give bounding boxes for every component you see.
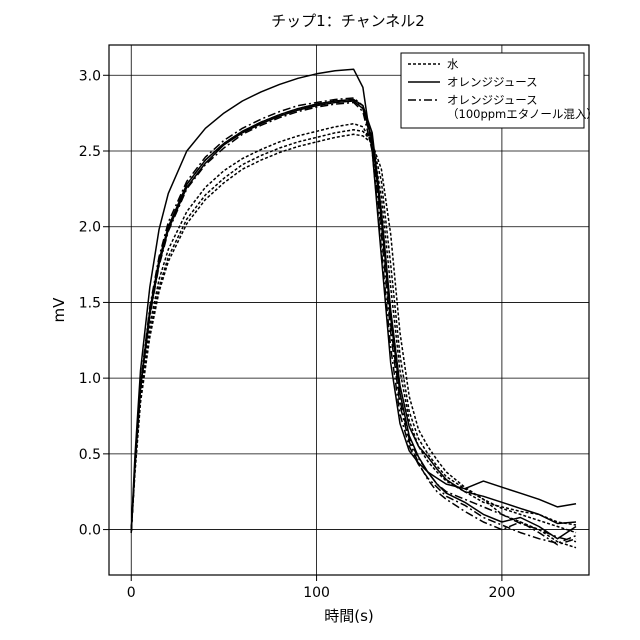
x-axis-label: 時間(s) — [324, 607, 374, 625]
series-layer — [131, 69, 576, 548]
series-1-run-1-line — [131, 124, 576, 533]
y-tick-label: 2.5 — [79, 144, 101, 160]
y-axis-label: mV — [50, 297, 68, 323]
series-3-run-1-line — [131, 98, 576, 542]
series-1-run-2-line — [131, 130, 576, 533]
series-3-run-2-line — [131, 100, 576, 545]
y-tick-label: 0.0 — [79, 523, 101, 539]
series-2-run-2-line — [131, 100, 576, 533]
y-tick-label: 1.0 — [79, 371, 101, 387]
x-tick-label: 100 — [303, 585, 330, 601]
legend-label-1: 水 — [447, 57, 459, 71]
series-2-run-3-line — [131, 101, 576, 539]
y-tick-label: 2.0 — [79, 220, 101, 236]
series-2-run-1-line — [131, 69, 576, 532]
y-tick-label: 3.0 — [79, 68, 101, 84]
chart-title: チップ1：チャンネル2 — [271, 12, 425, 30]
series-1 — [131, 124, 576, 548]
series-3 — [131, 98, 576, 545]
y-tick-label: 0.5 — [79, 447, 101, 463]
x-tick-label: 0 — [127, 585, 136, 601]
legend-label-2: オレンジジュース — [447, 75, 538, 89]
legend: 水オレンジジュースオレンジジュース（100ppmエタノール混入） — [401, 53, 598, 128]
series-2 — [131, 69, 576, 539]
y-tick-label: 1.5 — [79, 295, 101, 311]
chart: チップ1：チャンネル2 0 100 200 0.0 0.5 1.0 1.5 2.0 2.5 3.0… — [0, 0, 640, 640]
x-tick-label: 200 — [489, 585, 516, 601]
